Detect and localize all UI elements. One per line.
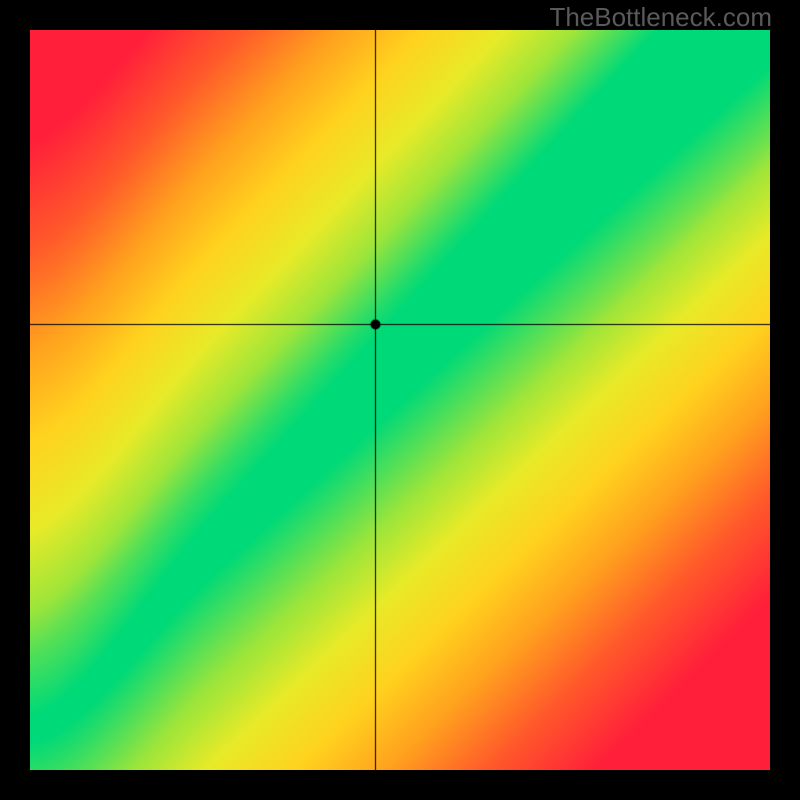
bottleneck-heatmap	[30, 30, 770, 770]
watermark-text: TheBottleneck.com	[549, 2, 772, 33]
chart-container: TheBottleneck.com	[0, 0, 800, 800]
